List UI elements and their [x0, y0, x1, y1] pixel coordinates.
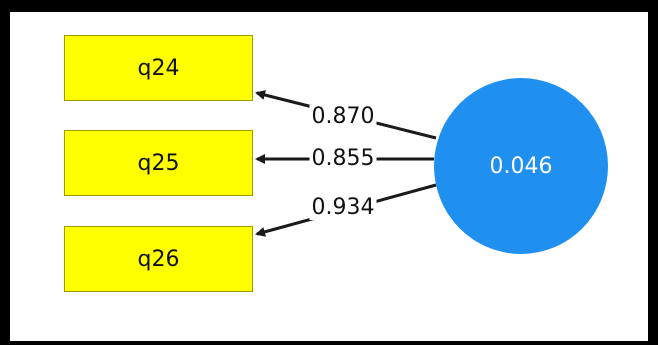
indicator-label-q25: q25 [137, 150, 180, 176]
indicator-box-q25[interactable]: q25 [64, 130, 253, 196]
indicator-box-q24[interactable]: q24 [64, 35, 253, 101]
indicator-label-q26: q26 [137, 246, 180, 272]
loading-label-q25: 0.855 [309, 146, 377, 171]
indicator-box-q26[interactable]: q26 [64, 226, 253, 292]
loading-label-q26: 0.934 [309, 195, 377, 220]
indicator-label-q24: q24 [137, 55, 180, 81]
latent-construct-circle[interactable]: 0.046 [434, 78, 608, 254]
loading-label-q24: 0.870 [309, 104, 377, 129]
construct-value: 0.046 [489, 153, 553, 179]
